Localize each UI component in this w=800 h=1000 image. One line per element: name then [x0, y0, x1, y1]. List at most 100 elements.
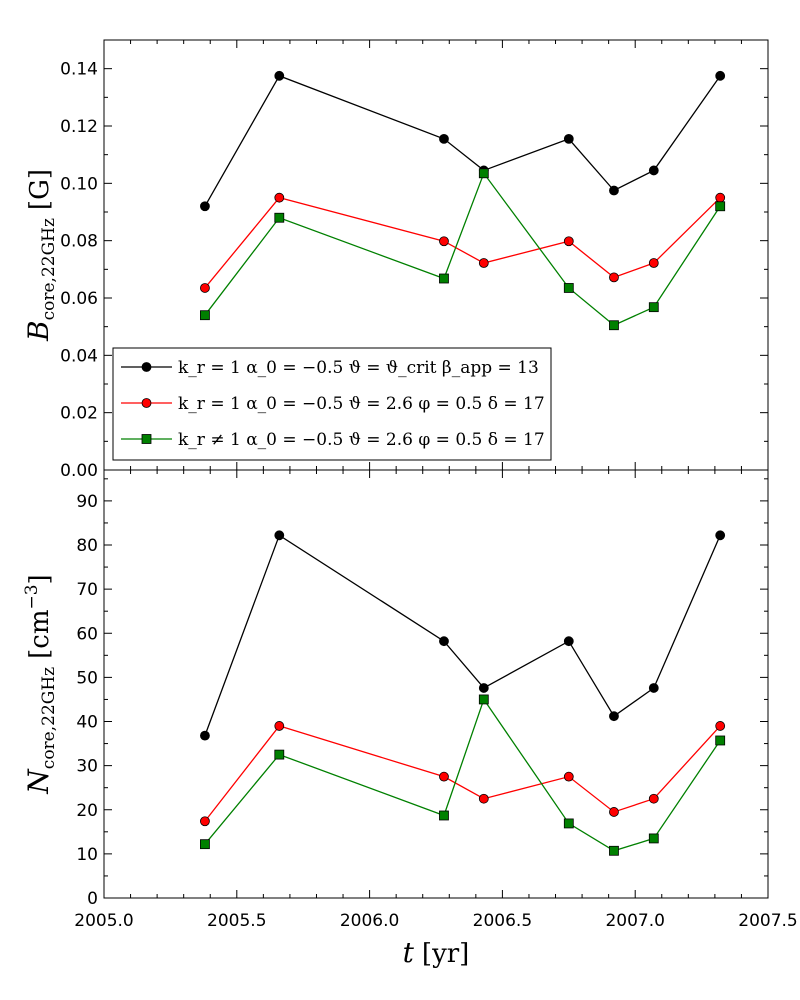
- series-green-top: [200, 168, 726, 331]
- data-point-green: [715, 201, 726, 212]
- data-point-green: [200, 839, 210, 850]
- axes-frame-bottom: [103, 469, 769, 899]
- y-tick-label: 0: [87, 889, 98, 909]
- data-point-red: [439, 771, 449, 782]
- series-line-black: [204, 534, 721, 736]
- data-point-black: [439, 133, 449, 144]
- data-point-black: [648, 683, 659, 693]
- data-point-black: [274, 530, 285, 541]
- data-point-green: [715, 735, 726, 746]
- data-point-red: [274, 721, 285, 731]
- data-point-green: [478, 168, 489, 179]
- series-line-black: [204, 75, 721, 207]
- data-point-green: [439, 273, 449, 284]
- data-point-green: [439, 810, 449, 821]
- data-point-green: [200, 310, 210, 321]
- series-red-top: [200, 192, 726, 293]
- legend-entry: k_r = 1 α_0 = −0.5 ϑ = ϑ_crit β_app = 13: [121, 358, 539, 378]
- y-tick-label: 0.00: [60, 461, 98, 481]
- x-tick-label: 2006.0: [340, 911, 399, 931]
- legend-entry: k_r ≠ 1 α_0 = −0.5 ϑ = 2.6 φ = 0.5 δ = 1…: [121, 430, 545, 450]
- legend-label: k_r = 1 α_0 = −0.5 ϑ = 2.6 φ = 0.5 δ = 1…: [178, 394, 545, 414]
- data-point-black: [200, 201, 210, 212]
- y-tick-label: 90: [76, 492, 98, 512]
- data-point-black: [274, 70, 285, 81]
- data-point-green: [274, 749, 285, 760]
- series-black-top: [200, 70, 726, 212]
- legend-marker: [141, 434, 152, 444]
- data-point-black: [563, 636, 574, 647]
- data-point-black: [563, 133, 574, 144]
- x-tick-label: 2007.5: [738, 911, 797, 931]
- series-line-red: [204, 725, 721, 822]
- series-black-bottom: [200, 530, 726, 741]
- data-point-green: [563, 818, 574, 829]
- y-axis-label-top: Bcore,22GHz[G]: [22, 169, 59, 342]
- data-point-black: [478, 683, 489, 693]
- data-point-black: [439, 636, 449, 647]
- legend-marker: [141, 398, 152, 408]
- legend-label: k_r = 1 α_0 = −0.5 ϑ = ϑ_crit β_app = 13: [178, 358, 539, 378]
- legend-box: [112, 347, 552, 461]
- data-point-black: [609, 185, 619, 196]
- y-tick-label: 80: [76, 536, 98, 556]
- y-tick-label: 0.08: [60, 232, 98, 252]
- y-tick-label: 40: [76, 713, 98, 733]
- data-point-black: [609, 711, 619, 722]
- y-tick-label: 0.12: [60, 117, 98, 137]
- data-point-red: [715, 721, 726, 731]
- y-tick-label: 0.06: [60, 289, 98, 309]
- data-point-green: [478, 694, 489, 705]
- data-point-green: [609, 320, 619, 331]
- legend-marker: [141, 362, 152, 372]
- data-point-red: [478, 258, 489, 268]
- y-tick-label: 0.02: [60, 404, 98, 424]
- y-tick-label: 0.10: [60, 174, 98, 194]
- data-point-red: [274, 192, 285, 203]
- series-line-green: [204, 171, 721, 326]
- y-tick-label: 60: [76, 624, 98, 644]
- y-tick-label: 50: [76, 668, 98, 688]
- y-axis-label-bottom: Ncore,22GHz[cm−3]: [22, 574, 59, 794]
- legend: k_r = 1 α_0 = −0.5 ϑ = ϑ_crit β_app = 13…: [112, 347, 552, 461]
- data-point-red: [439, 236, 449, 247]
- series-green-bottom: [200, 694, 726, 856]
- y-tick-label: 20: [76, 801, 98, 821]
- data-point-green: [648, 833, 659, 844]
- panel-bottom: 0 10 20 30 40 50 60 70 80 90 Ncore,22GHz[cm−3]: [22, 469, 769, 909]
- y-tick-label: 0.14: [60, 60, 98, 80]
- data-point-red: [563, 771, 574, 782]
- data-point-red: [715, 192, 726, 203]
- y-tick-label: 70: [76, 580, 98, 600]
- y-tick-label: 30: [76, 757, 98, 777]
- data-point-black: [200, 730, 210, 741]
- series-line-red: [204, 196, 721, 289]
- data-point-black: [715, 530, 726, 541]
- data-point-green: [274, 212, 285, 223]
- y-tick-label: 0.04: [60, 346, 98, 366]
- data-point-red: [200, 283, 210, 293]
- data-point-black: [648, 165, 659, 176]
- x-tick-label: 2007.0: [605, 911, 664, 931]
- series-line-green: [204, 698, 721, 852]
- data-point-red: [609, 807, 619, 817]
- x-tick-label: 2005.0: [74, 911, 133, 931]
- data-point-red: [478, 793, 489, 804]
- x-tick-label: 2005.5: [207, 911, 266, 931]
- x-tick-label: 2006.5: [473, 911, 532, 931]
- data-point-green: [648, 302, 659, 313]
- x-axis-label: t [yr]: [403, 936, 470, 969]
- y-tick-label: 10: [76, 845, 98, 865]
- data-point-red: [200, 816, 210, 827]
- data-point-black: [715, 70, 726, 81]
- data-point-red: [609, 272, 619, 283]
- series-red-bottom: [200, 721, 726, 827]
- data-point-red: [648, 793, 659, 804]
- data-point-green: [609, 845, 619, 856]
- data-point-red: [563, 236, 574, 247]
- legend-entry: k_r = 1 α_0 = −0.5 ϑ = 2.6 φ = 0.5 δ = 1…: [121, 394, 545, 414]
- panel-top: 0.00 0.02 0.04 0.06 0.08 0.10 0.12 0.14 Bcore,22…: [22, 39, 769, 481]
- data-point-red: [648, 258, 659, 268]
- legend-label: k_r ≠ 1 α_0 = −0.5 ϑ = 2.6 φ = 0.5 δ = 1…: [178, 430, 545, 450]
